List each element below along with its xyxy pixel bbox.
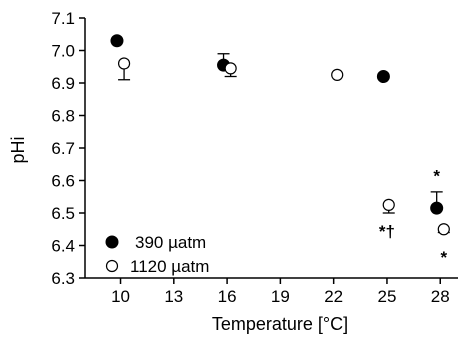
y-tick-label: 6.6 <box>51 172 75 191</box>
y-tick-label: 6.3 <box>51 269 75 288</box>
x-axis-title: Temperature [°C] <box>212 314 348 334</box>
x-axis-ticks: 10 13 16 19 22 25 28 <box>111 278 450 306</box>
x-tick-label: 10 <box>111 287 130 306</box>
data-points <box>110 34 450 236</box>
x-tick-label: 13 <box>164 287 183 306</box>
legend-marker-1120 <box>105 259 119 273</box>
significance-marker: * <box>440 248 447 267</box>
data-point-1120 <box>224 62 237 75</box>
data-point-1120 <box>331 68 344 81</box>
x-tick-label: 22 <box>324 287 343 306</box>
y-tick-label: 6.9 <box>51 74 75 93</box>
x-tick-label: 16 <box>218 287 237 306</box>
significance-annotations: * *† * <box>379 167 448 267</box>
data-point-1120 <box>437 223 450 236</box>
error-bars <box>118 53 450 234</box>
data-point-1120 <box>382 198 395 211</box>
x-tick-label: 25 <box>377 287 396 306</box>
x-tick-label: 28 <box>431 287 450 306</box>
legend-label-390: 390 µatm <box>135 233 206 252</box>
y-tick-label: 6.4 <box>51 237 75 256</box>
legend: 390 µatm 1120 µatm <box>105 233 209 276</box>
legend-marker-390 <box>105 235 119 249</box>
significance-marker: * <box>433 167 440 186</box>
plot-area: 6.3 6.4 6.5 6.6 6.7 6.8 6.9 7.0 7.1 10 13 16 19 22 25… <box>51 9 458 306</box>
legend-label-1120: 1120 µatm <box>130 257 209 276</box>
x-tick-label: 19 <box>271 287 290 306</box>
y-tick-label: 7.0 <box>51 42 75 61</box>
y-tick-label: 6.7 <box>51 139 75 158</box>
y-axis-title: pHi <box>8 136 28 163</box>
data-point-390 <box>376 70 390 83</box>
data-point-390 <box>430 201 444 215</box>
y-tick-label: 6.5 <box>51 204 75 223</box>
y-tick-label: 6.8 <box>51 107 75 126</box>
data-point-1120 <box>117 57 131 70</box>
data-point-390 <box>110 34 124 48</box>
y-tick-label: 7.1 <box>51 9 75 28</box>
significance-marker: *† <box>379 222 395 241</box>
y-axis-ticks: 6.3 6.4 6.5 6.6 6.7 6.8 6.9 7.0 7.1 <box>51 9 85 288</box>
